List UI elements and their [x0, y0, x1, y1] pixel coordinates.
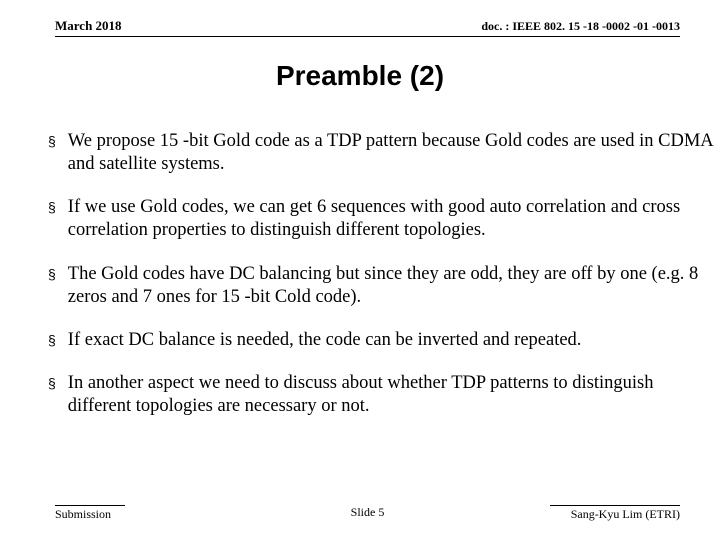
slide-header: March 2018 doc. : IEEE 802. 15 -18 -0002…: [55, 18, 680, 37]
slide-footer: Submission Slide 5 Sang-Kyu Lim (ETRI): [55, 505, 680, 522]
slide-content: § We propose 15 -bit Gold code as a TDP …: [48, 130, 715, 438]
bullet-marker-icon: §: [48, 372, 56, 394]
bullet-marker-icon: §: [48, 130, 56, 152]
bullet-marker-icon: §: [48, 329, 56, 351]
bullet-marker-icon: §: [48, 263, 56, 285]
bullet-text: In another aspect we need to discuss abo…: [68, 372, 715, 418]
footer-center: Slide 5: [351, 505, 385, 520]
bullet-item: § The Gold codes have DC balancing but s…: [48, 263, 715, 309]
footer-left: Submission: [55, 505, 125, 522]
bullet-item: § In another aspect we need to discuss a…: [48, 372, 715, 418]
header-docref: doc. : IEEE 802. 15 -18 -0002 -01 -0013: [481, 19, 680, 34]
bullet-text: If we use Gold codes, we can get 6 seque…: [68, 196, 715, 242]
bullet-text: We propose 15 -bit Gold code as a TDP pa…: [68, 130, 715, 176]
bullet-text: If exact DC balance is needed, the code …: [68, 329, 715, 352]
bullet-text: The Gold codes have DC balancing but sin…: [68, 263, 715, 309]
bullet-item: § If we use Gold codes, we can get 6 seq…: [48, 196, 715, 242]
header-date: March 2018: [55, 18, 122, 34]
footer-right: Sang-Kyu Lim (ETRI): [550, 505, 680, 522]
bullet-item: § If exact DC balance is needed, the cod…: [48, 329, 715, 352]
bullet-item: § We propose 15 -bit Gold code as a TDP …: [48, 130, 715, 176]
bullet-marker-icon: §: [48, 196, 56, 218]
slide-title: Preamble (2): [0, 60, 720, 92]
